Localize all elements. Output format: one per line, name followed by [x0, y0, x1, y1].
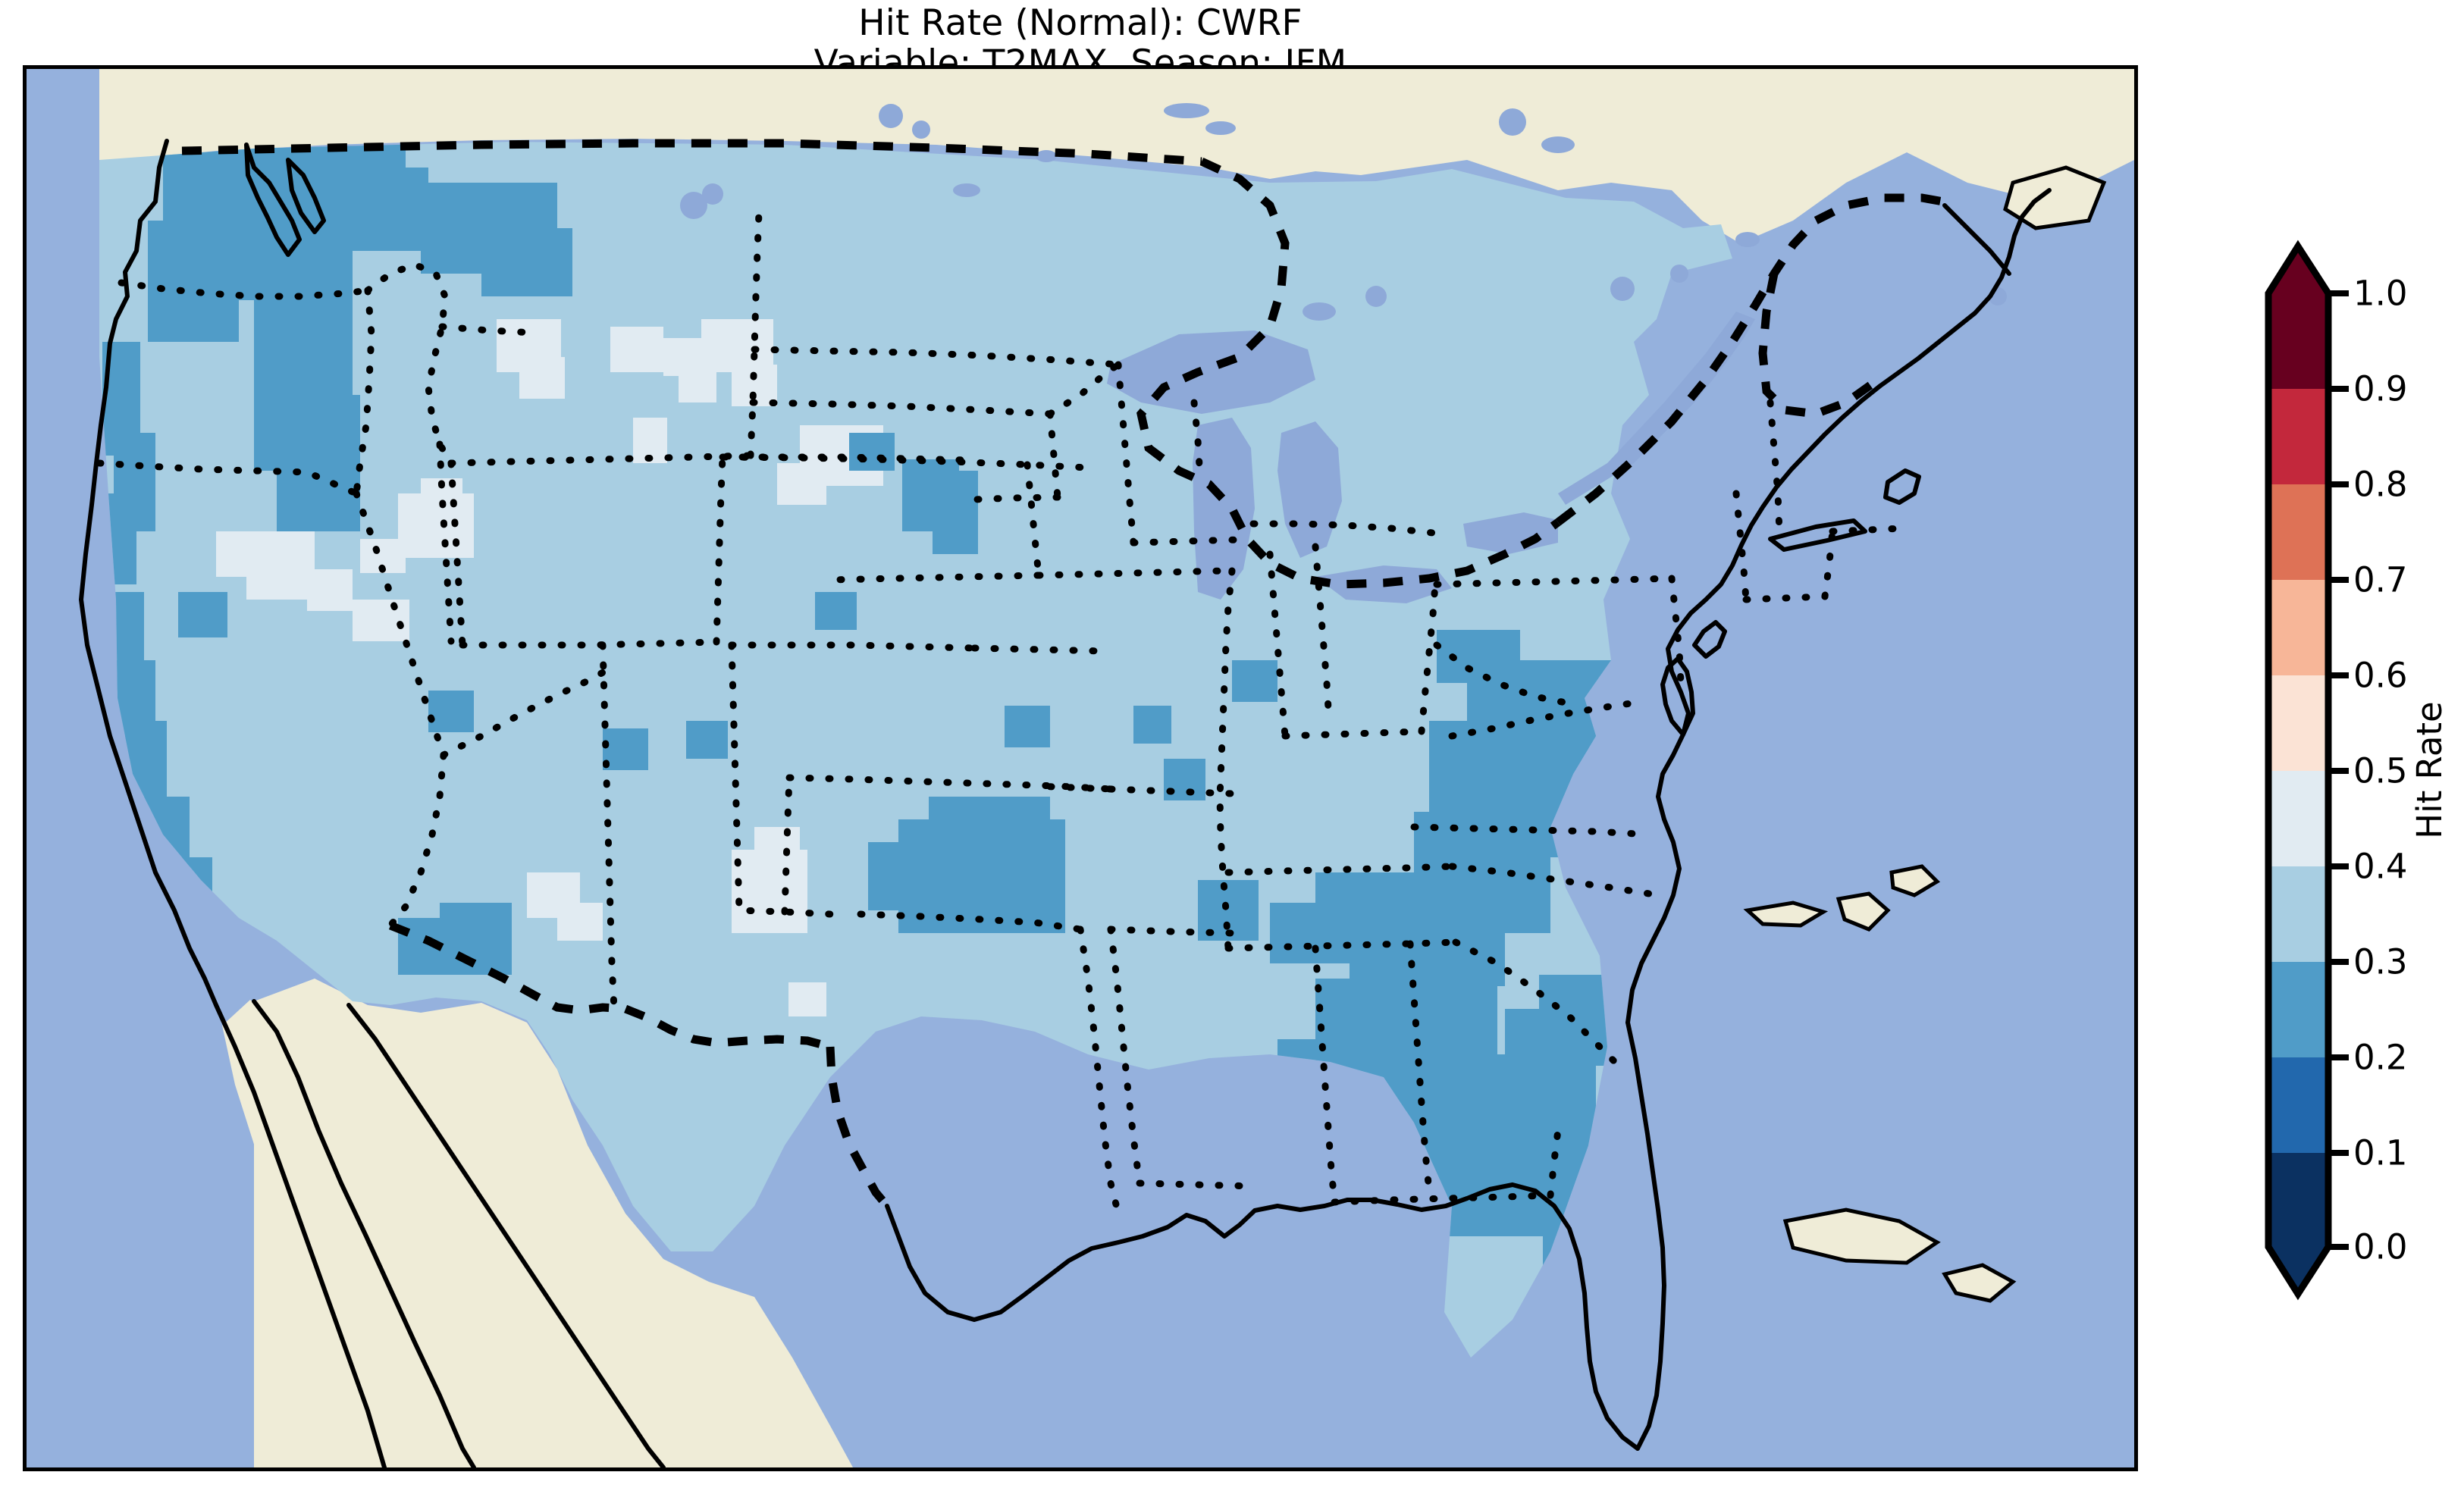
colorbar-ticks [2328, 290, 2349, 1250]
colorbar-tick-0-8: 0.8 [2353, 464, 2408, 505]
hit-rate-map [27, 69, 2134, 1467]
title-line-1: Hit Rate (Normal): CWRF [858, 2, 1303, 44]
national-borders [181, 139, 1957, 1209]
colorbar-bands [2268, 246, 2328, 1294]
colorbar-tick-0-5: 0.5 [2353, 750, 2408, 791]
colorbar-tick-0-0: 0.0 [2353, 1226, 2408, 1267]
colorbar-tick-0-3: 0.3 [2353, 941, 2408, 982]
colorbar-tick-0-6: 0.6 [2353, 655, 2408, 696]
colorbar-svg [2265, 240, 2349, 1301]
colorbar [2265, 240, 2349, 1301]
colorbar-tick-1-0: 1.0 [2353, 273, 2408, 314]
colorbar-tick-0-2: 0.2 [2353, 1037, 2408, 1078]
coastlines [79, 139, 2052, 1467]
map-axes [23, 65, 2138, 1471]
colorbar-tick-0-9: 0.9 [2353, 368, 2408, 409]
colorbar-tick-0-7: 0.7 [2353, 559, 2408, 600]
colorbar-axis-label: Hit Rate [2409, 701, 2450, 839]
colorbar-tick-0-4: 0.4 [2353, 846, 2408, 887]
great-lakes [680, 103, 2007, 603]
colorbar-tick-0-1: 0.1 [2353, 1132, 2408, 1173]
state-borders [96, 209, 1907, 1217]
